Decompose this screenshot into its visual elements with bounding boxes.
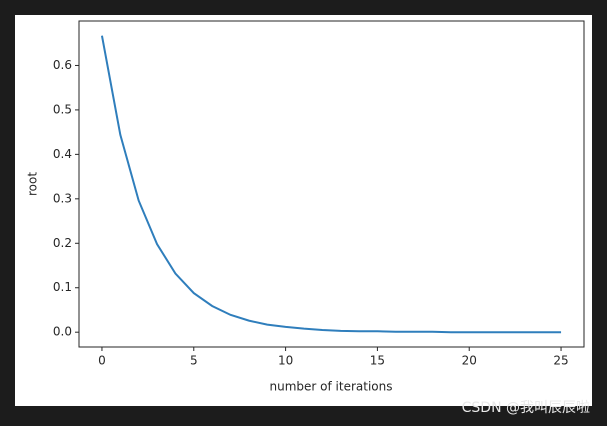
y-tick-label: 0.5 xyxy=(53,102,72,116)
x-tick-label: 5 xyxy=(190,354,198,368)
y-tick-label: 0.0 xyxy=(53,325,72,339)
x-tick-label: 10 xyxy=(278,354,293,368)
x-tick-label: 20 xyxy=(462,354,477,368)
y-tick-label: 0.3 xyxy=(53,191,72,205)
watermark: CSDN @我叫辰辰啦 xyxy=(462,399,590,416)
y-tick-label: 0.2 xyxy=(53,236,72,250)
y-tick-label: 0.1 xyxy=(53,280,72,294)
x-tick-label: 0 xyxy=(98,354,106,368)
x-tick-label: 15 xyxy=(370,354,385,368)
y-tick-label: 0.4 xyxy=(53,147,72,161)
axes-frame xyxy=(78,20,585,348)
x-tick-label: 25 xyxy=(553,354,568,368)
x-axis-label: number of iterations xyxy=(270,380,393,394)
line-series xyxy=(100,35,562,334)
y-axis-label: root xyxy=(26,172,40,196)
y-tick-label: 0.6 xyxy=(53,58,72,72)
